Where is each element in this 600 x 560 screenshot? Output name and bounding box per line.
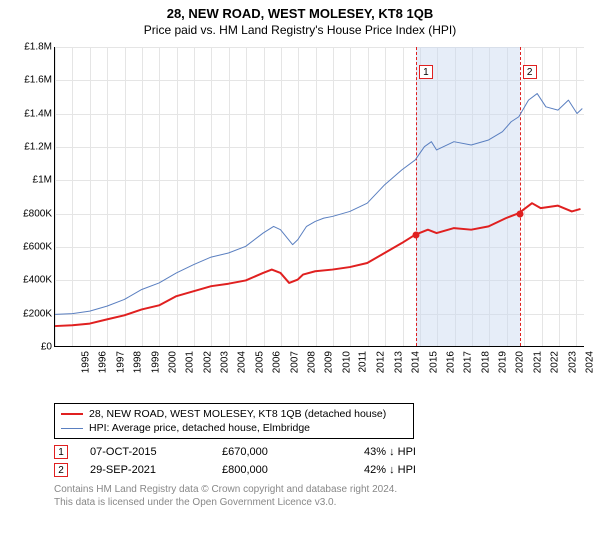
x-tick-label: 2013 xyxy=(393,351,404,373)
x-tick-label: 1999 xyxy=(150,351,161,373)
legend: 28, NEW ROAD, WEST MOLESEY, KT8 1QB (det… xyxy=(54,403,414,439)
series-svg xyxy=(55,47,584,346)
y-tick-label: £1.6M xyxy=(12,75,52,86)
x-tick-label: 2012 xyxy=(376,351,387,373)
x-tick-label: 2007 xyxy=(289,351,300,373)
event-row: 1 07-OCT-2015 £670,000 43% ↓ HPI xyxy=(8,443,592,461)
title-address: 28, NEW ROAD, WEST MOLESEY, KT8 1QB xyxy=(8,6,592,21)
event-price: £670,000 xyxy=(222,446,342,458)
event-marker-box: 2 xyxy=(523,65,537,79)
y-tick-label: £1M xyxy=(12,175,52,186)
x-tick-label: 2008 xyxy=(306,351,317,373)
x-tick-label: 1996 xyxy=(98,351,109,373)
x-tick-label: 2017 xyxy=(463,351,474,373)
event-dot xyxy=(516,210,523,217)
x-tick-label: 2020 xyxy=(515,351,526,373)
y-tick-label: £1.2M xyxy=(12,142,52,153)
x-tick-label: 2011 xyxy=(358,351,369,373)
event-marker-box: 1 xyxy=(419,65,433,79)
title-subtitle: Price paid vs. HM Land Registry's House … xyxy=(8,23,592,37)
x-tick-label: 2023 xyxy=(567,351,578,373)
x-tick-label: 2009 xyxy=(324,351,335,373)
footer-line: This data is licensed under the Open Gov… xyxy=(54,496,592,509)
x-tick-label: 2005 xyxy=(254,351,265,373)
footer: Contains HM Land Registry data © Crown c… xyxy=(8,479,592,509)
event-marker-2: 2 xyxy=(54,463,68,477)
event-date: 07-OCT-2015 xyxy=(90,446,200,458)
x-tick-label: 2024 xyxy=(584,351,595,373)
legend-swatch-red xyxy=(61,413,83,415)
series-hpi xyxy=(55,94,582,315)
event-date: 29-SEP-2021 xyxy=(90,464,200,476)
event-dot xyxy=(412,232,419,239)
chart-container: 28, NEW ROAD, WEST MOLESEY, KT8 1QB Pric… xyxy=(0,0,600,511)
x-tick-label: 2003 xyxy=(219,351,230,373)
x-tick-label: 1995 xyxy=(80,351,91,373)
legend-label: 28, NEW ROAD, WEST MOLESEY, KT8 1QB (det… xyxy=(89,408,386,420)
footer-line: Contains HM Land Registry data © Crown c… xyxy=(54,483,592,496)
x-tick-label: 1998 xyxy=(132,351,143,373)
x-tick-label: 2018 xyxy=(480,351,491,373)
x-tick-label: 2006 xyxy=(271,351,282,373)
x-tick-label: 2015 xyxy=(428,351,439,373)
x-tick-label: 2021 xyxy=(532,351,543,373)
event-row: 2 29-SEP-2021 £800,000 42% ↓ HPI xyxy=(8,461,592,479)
y-tick-label: £400K xyxy=(12,275,52,286)
y-tick-label: £800K xyxy=(12,208,52,219)
x-tick-label: 2002 xyxy=(202,351,213,373)
legend-label: HPI: Average price, detached house, Elmb… xyxy=(89,422,310,434)
x-tick-label: 2010 xyxy=(341,351,352,373)
x-tick-label: 1997 xyxy=(115,351,126,373)
x-tick-label: 2004 xyxy=(237,351,248,373)
legend-swatch-blue xyxy=(61,428,83,429)
event-pct: 42% ↓ HPI xyxy=(364,464,474,476)
y-tick-label: £0 xyxy=(12,342,52,353)
event-pct: 43% ↓ HPI xyxy=(364,446,474,458)
event-marker-1: 1 xyxy=(54,445,68,459)
x-tick-label: 2016 xyxy=(445,351,456,373)
series-price_paid xyxy=(55,203,581,326)
chart-area: 12 £0£200K£400K£600K£800K£1M£1.2M£1.4M£1… xyxy=(8,41,592,401)
x-tick-label: 2000 xyxy=(167,351,178,373)
y-tick-label: £600K xyxy=(12,242,52,253)
plot-region: 12 xyxy=(54,47,584,347)
y-tick-label: £1.8M xyxy=(12,42,52,53)
x-tick-label: 2001 xyxy=(185,351,196,373)
x-tick-label: 2019 xyxy=(497,351,508,373)
event-price: £800,000 xyxy=(222,464,342,476)
x-tick-label: 2022 xyxy=(549,351,560,373)
y-tick-label: £200K xyxy=(12,308,52,319)
legend-item-hpi: HPI: Average price, detached house, Elmb… xyxy=(61,421,407,435)
x-tick-label: 2014 xyxy=(410,351,421,373)
legend-item-price-paid: 28, NEW ROAD, WEST MOLESEY, KT8 1QB (det… xyxy=(61,407,407,421)
y-tick-label: £1.4M xyxy=(12,108,52,119)
